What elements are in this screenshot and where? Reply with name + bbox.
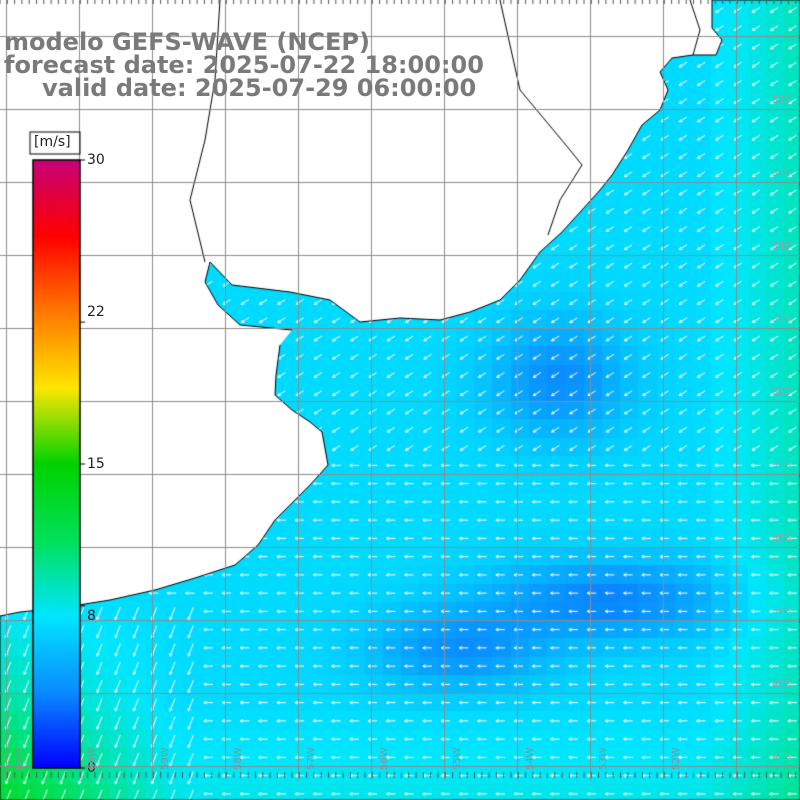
colorbar-tick-0: 0 — [87, 760, 96, 776]
lon-label: 54W — [525, 747, 536, 770]
colorbar-tick-22: 22 — [87, 304, 105, 320]
colorbar-unit: [m/s] — [34, 134, 71, 150]
colorbar-tick-8: 8 — [87, 608, 96, 624]
lat-label: 41S — [772, 752, 792, 763]
lon-label: 58W — [233, 747, 244, 770]
forecast-date: forecast date: 2025-07-22 18:00:00 — [4, 51, 484, 79]
colorbar-tick-30: 30 — [87, 152, 105, 168]
lon-label: 57W — [306, 747, 317, 770]
valid-date: valid date: 2025-07-29 06:00:00 — [42, 74, 477, 102]
lat-label: 33S — [772, 168, 792, 179]
lat-label: 34S — [772, 241, 792, 252]
colorbar-tick-15: 15 — [87, 456, 105, 472]
lon-label: 61W — [14, 747, 25, 770]
lon-label: 55W — [452, 747, 463, 770]
lat-label: 38S — [772, 533, 792, 544]
lat-label: 37S — [772, 460, 792, 471]
lon-label: 53W — [598, 747, 609, 770]
lon-label: 52W — [671, 747, 682, 770]
lon-label: 60W — [87, 747, 98, 770]
lon-label: 56W — [379, 747, 390, 770]
lat-label: 32S — [772, 95, 792, 106]
lat-label: 36S — [772, 387, 792, 398]
lon-label: 59W — [160, 747, 171, 770]
lat-label: 35S — [772, 314, 792, 325]
lat-label: 40S — [772, 679, 792, 690]
lat-label: 39S — [772, 606, 792, 617]
model-title: modelo GEFS-WAVE (NCEP) — [4, 28, 370, 56]
